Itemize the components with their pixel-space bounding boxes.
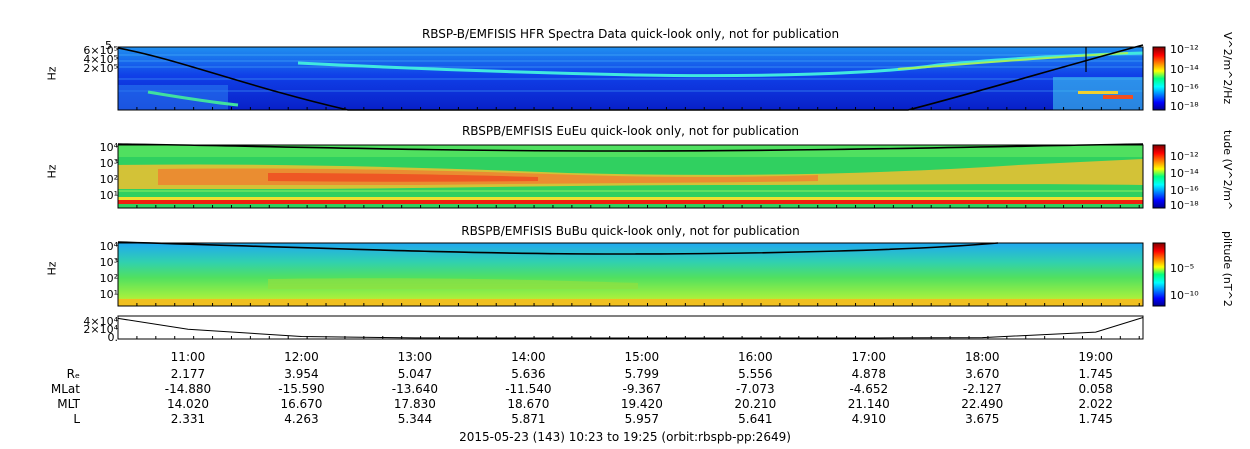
ephemeris-value: 14.020 xyxy=(166,397,209,411)
panel3-ylabel: Hz xyxy=(45,261,59,276)
ephemeris-value: -11.540 xyxy=(505,382,552,396)
panel4-ytick-1: 2×10⁴ xyxy=(83,323,118,336)
ephemeris-value: 4.263 xyxy=(284,412,319,426)
ephemeris-value: 20.210 xyxy=(734,397,777,411)
panel1-colorbar-label: V^2/m^2/Hz xyxy=(1221,32,1234,105)
ephemeris-value: 5.641 xyxy=(738,412,773,426)
ephemeris-label: MLT xyxy=(57,397,80,411)
panel3-ytick-2: 10² xyxy=(99,272,118,285)
panel4-line-plot xyxy=(117,315,1144,340)
ephemeris-value: 19.420 xyxy=(620,397,663,411)
ephemeris-value: 5.047 xyxy=(397,367,433,381)
ephemeris-value: -14.880 xyxy=(164,382,212,396)
panel1-cbtick-2: 10⁻¹⁶ xyxy=(1170,82,1199,95)
ephemeris-value: 5.799 xyxy=(624,367,660,381)
ephemeris-value: 17.830 xyxy=(393,397,436,411)
panel1-cbtick-0: 10⁻¹² xyxy=(1170,43,1199,56)
ephemeris-value: 4.910 xyxy=(851,412,886,426)
ephemeris-value: 5.344 xyxy=(397,412,433,426)
panel2-ytick-2: 10² xyxy=(99,173,118,186)
panel2-ytick-0: 10⁴ xyxy=(99,141,118,154)
panel2-cbtick-2: 10⁻¹⁶ xyxy=(1170,184,1199,197)
time-label: 17:00 xyxy=(851,350,887,364)
panel4-ytick-0: 4×10⁴ xyxy=(83,315,118,328)
time-label: 13:00 xyxy=(397,350,433,364)
time-label: 18:00 xyxy=(964,350,1000,364)
ephemeris-value: 3.670 xyxy=(965,367,1000,381)
ephemeris-value: 5.871 xyxy=(511,412,546,426)
ephemeris-value: 2.331 xyxy=(170,412,206,426)
panel1-ylabel: Hz xyxy=(45,66,59,81)
panel3-cbtick-1: 10⁻¹⁰ xyxy=(1170,289,1199,302)
time-label: 16:00 xyxy=(738,350,773,364)
panel3-ytick-1: 10³ xyxy=(99,256,118,269)
panel1-colorbar xyxy=(1152,46,1166,111)
panel2-ytick-3: 10¹ xyxy=(99,189,118,202)
ephemeris-value: -7.073 xyxy=(735,382,775,396)
panel1-xticks xyxy=(117,107,1140,110)
time-label: 14:00 xyxy=(511,350,546,364)
panel2-ytick-1: 10³ xyxy=(99,157,118,170)
panel2-cbtick-1: 10⁻¹⁴ xyxy=(1170,167,1199,180)
ephemeris-value: 3.675 xyxy=(965,412,1000,426)
panel2-colorbar xyxy=(1152,144,1166,209)
ephemeris-value: 2.022 xyxy=(1078,397,1113,411)
panel3-colorbar-label: plitude (nT^2 xyxy=(1221,231,1234,307)
panel4-series-line xyxy=(117,317,1144,339)
ephemeris-value: 4.878 xyxy=(851,367,886,381)
panel3-ytick-0: 10⁴ xyxy=(99,240,118,253)
panel2-spectrogram xyxy=(117,143,1144,209)
ephemeris-label: Rₑ xyxy=(66,367,80,381)
panel1-cbtick-1: 10⁻¹⁴ xyxy=(1170,63,1199,76)
ephemeris-value: -15.590 xyxy=(278,382,325,396)
panel3-title: RBSPB/EMFISIS BuBu quick-look only, not … xyxy=(461,224,800,238)
panel3-colorbar xyxy=(1152,242,1166,307)
ephemeris-value: -9.367 xyxy=(622,382,662,396)
panel3-cbtick-0: 10⁻⁵ xyxy=(1170,262,1195,275)
panel2-xticks xyxy=(117,205,1140,208)
panel4-xticks xyxy=(117,336,1140,339)
ephemeris-value: 5.636 xyxy=(511,367,546,381)
ephemeris-value: 5.556 xyxy=(738,367,773,381)
panel1-ytick-2: 4×10⁵ xyxy=(83,53,118,66)
panel3-spectrogram xyxy=(117,241,1144,307)
panel1-cbtick-3: 10⁻¹⁸ xyxy=(1170,100,1199,113)
time-label: 11:00 xyxy=(170,350,206,364)
panel4-ytick-2: 0. xyxy=(107,331,119,344)
panel3-ytick-3: 10¹ xyxy=(99,288,118,301)
time-label: 19:00 xyxy=(1078,350,1114,364)
ephemeris-value: -13.640 xyxy=(391,382,439,396)
panel2-colorbar-label: tude (V^2/m^ xyxy=(1221,130,1234,211)
ephemeris-value: 18.670 xyxy=(507,397,550,411)
panel1-ytick-1: 6×10⁵ xyxy=(83,44,118,57)
panel1-title: RBSP-B/EMFISIS HFR Spectra Data quick-lo… xyxy=(421,27,840,41)
panel3-xticks xyxy=(117,303,1140,306)
panel1-spectrogram xyxy=(117,44,1144,111)
ephemeris-value: 3.954 xyxy=(284,367,319,381)
ephemeris-value: 0.058 xyxy=(1078,382,1113,396)
panel1-ytick-0: 5 xyxy=(105,39,112,52)
ephemeris-label: L xyxy=(73,412,80,426)
time-label: 12:00 xyxy=(284,350,319,364)
ephemeris-value: 2.177 xyxy=(170,367,206,381)
ephemeris-label: MLat xyxy=(50,382,80,396)
ephemeris-value: 1.745 xyxy=(1078,367,1113,381)
ephemeris-value: 1.745 xyxy=(1078,412,1113,426)
panel2-ylabel: Hz xyxy=(45,164,59,179)
ephemeris-value: -4.652 xyxy=(849,382,889,396)
panel2-title: RBSPB/EMFISIS EuEu quick-look only, not … xyxy=(461,124,800,138)
ephemeris-value: 5.957 xyxy=(624,412,660,426)
panel2-cbtick-0: 10⁻¹² xyxy=(1170,150,1199,163)
panel2-cbtick-3: 10⁻¹⁸ xyxy=(1170,199,1199,212)
time-label: 15:00 xyxy=(624,350,660,364)
ephemeris-value: 16.670 xyxy=(280,397,323,411)
ephemeris-value: 21.140 xyxy=(847,397,890,411)
ephemeris-value: -2.127 xyxy=(962,382,1002,396)
footer-caption: 2015-05-23 (143) 10:23 to 19:25 (orbit:r… xyxy=(459,430,791,444)
ephemeris-value: 22.490 xyxy=(961,397,1004,411)
panel1-ytick-3: 2×10⁵ xyxy=(83,62,118,75)
